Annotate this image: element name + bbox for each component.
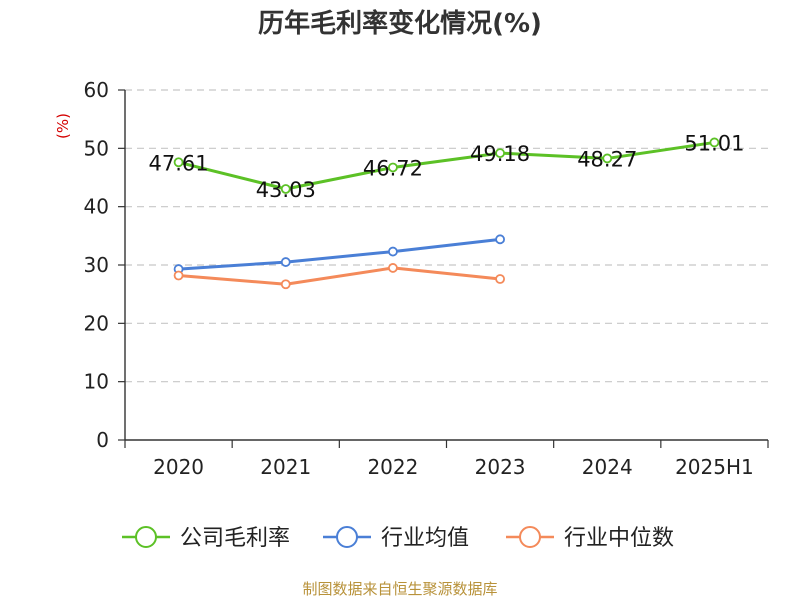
data-labels: 47.61 43.03 46.72 49.18 48.27 51.01 [149, 131, 745, 202]
data-label: 43.03 [256, 178, 316, 202]
y-tick-label: 10 [84, 370, 109, 394]
grid-lines [125, 89, 768, 383]
data-point [388, 162, 398, 173]
data-point [495, 274, 505, 284]
x-tick-label: 2023 [475, 455, 526, 479]
series-group [173, 137, 720, 290]
y-tick-label: 30 [84, 253, 109, 277]
legend-label: 公司毛利率 [180, 526, 290, 551]
data-label: 48.27 [577, 147, 637, 171]
x-tick-label: 2022 [367, 455, 418, 479]
legend-marker [135, 526, 157, 548]
data-point [280, 257, 291, 267]
legend-marker [519, 526, 541, 548]
data-point [495, 148, 505, 159]
legend-label: 行业均值 [381, 526, 469, 551]
x-tick-label: 2020 [153, 455, 204, 479]
data-point [495, 234, 505, 245]
source-note: 制图数据来自恒生聚源数据库 [302, 580, 497, 598]
legend: 公司毛利率 行业均值 行业中位数 [122, 526, 674, 551]
x-ticks: 2020 2021 2022 2023 2024 2025H1 [124, 440, 769, 479]
series-line [178, 266, 501, 286]
legend-marker [336, 526, 358, 548]
y-tick-label: 0 [96, 428, 109, 452]
series-line [178, 237, 501, 271]
x-tick-label: 2025H1 [675, 455, 754, 479]
chart-title: 历年毛利率变化情况(%) [258, 8, 542, 39]
data-point [388, 246, 398, 257]
data-label: 47.61 [149, 151, 209, 175]
data-point [602, 153, 613, 164]
data-point [280, 184, 291, 194]
data-point [709, 137, 720, 148]
data-label: 46.72 [363, 156, 423, 180]
legend-label: 行业中位数 [564, 526, 674, 551]
y-axis-label: (%) [54, 113, 72, 139]
y-tick-label: 20 [84, 311, 109, 335]
data-point [388, 263, 398, 273]
data-label: 51.01 [684, 131, 744, 155]
x-tick-label: 2021 [260, 455, 311, 479]
y-ticks: 0 10 20 30 40 50 60 [84, 78, 125, 452]
series-line [178, 140, 715, 191]
x-tick-label: 2024 [582, 455, 633, 479]
data-point [173, 157, 184, 168]
y-tick-label: 60 [84, 78, 109, 102]
y-tick-label: 40 [84, 195, 109, 219]
data-label: 49.18 [470, 142, 530, 166]
y-tick-label: 50 [84, 136, 109, 160]
data-point [280, 279, 291, 290]
data-point [173, 270, 184, 281]
